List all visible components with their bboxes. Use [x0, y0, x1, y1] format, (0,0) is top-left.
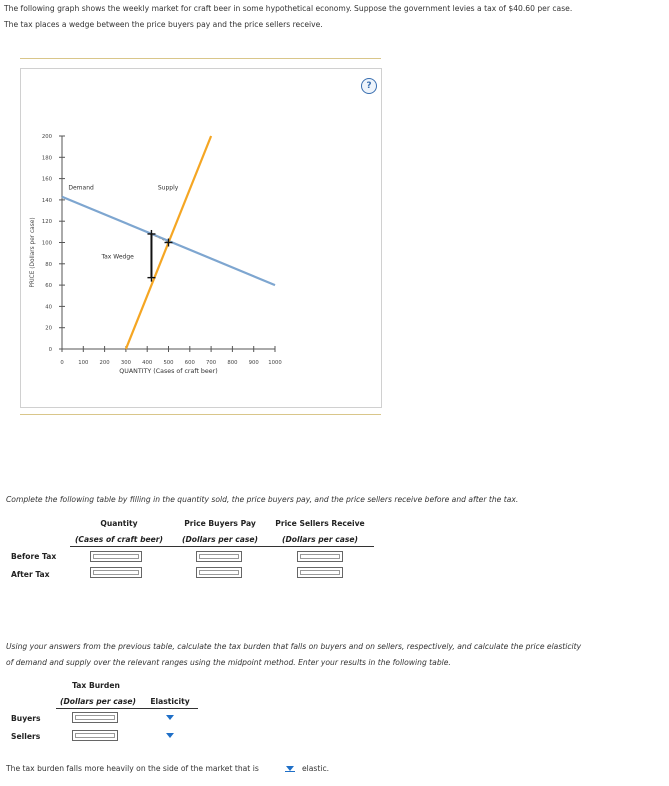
row-before-tax-label: Before Tax — [11, 552, 57, 561]
row-sellers-label: Sellers — [11, 732, 41, 741]
y-tick-label: 140 — [42, 198, 53, 204]
sellers-elasticity-dropdown[interactable] — [166, 733, 174, 738]
col-sellers-sub: (Dollars per case) — [282, 535, 358, 544]
before-tax-buyers-price-input[interactable] — [196, 551, 242, 562]
table2-instruction-1: Using your answers from the previous tab… — [6, 642, 582, 651]
demand-label: Demand — [68, 184, 94, 191]
x-axis-label: QUANTITY (Cases of craft beer) — [119, 368, 217, 375]
buyers-tax-burden-input[interactable] — [72, 712, 118, 723]
y-tick-label: 180 — [42, 155, 53, 161]
y-tick-label: 0 — [49, 347, 53, 353]
chevron-down-icon — [166, 715, 174, 720]
divider-top — [20, 58, 381, 59]
y-tick-label: 40 — [45, 304, 52, 310]
help-icon[interactable]: ? — [361, 78, 377, 94]
y-axis-label: PRICE (Dollars per case) — [30, 217, 36, 287]
elastic-side-dropdown[interactable] — [285, 766, 295, 772]
col-quantity-sub: (Cases of craft beer) — [74, 535, 164, 544]
before-tax-quantity-input[interactable] — [90, 551, 142, 562]
col-tax-burden-sub: (Dollars per case) — [60, 697, 136, 706]
table2-instruction-2: of demand and supply over the relevant r… — [6, 658, 451, 667]
y-tick-label: 160 — [42, 177, 53, 183]
x-tick-label: 1000 — [268, 360, 282, 366]
supply-label: Supply — [158, 184, 179, 191]
chevron-down-icon — [286, 766, 294, 771]
x-tick-label: 400 — [142, 360, 153, 366]
x-tick-label: 500 — [163, 360, 174, 366]
col-elasticity-title: Elasticity — [150, 697, 190, 706]
wedge-connector — [151, 233, 169, 243]
after-tax-sellers-price-input[interactable] — [297, 567, 343, 578]
table2-header-rule — [56, 708, 198, 709]
x-tick-label: 700 — [206, 360, 217, 366]
y-tick-label: 80 — [45, 262, 52, 268]
x-tick-label: 800 — [227, 360, 238, 366]
x-tick-label: 300 — [121, 360, 132, 366]
x-tick-label: 600 — [185, 360, 196, 366]
col-sellers-title: Price Sellers Receive — [275, 519, 365, 528]
y-tick-label: 100 — [42, 241, 53, 247]
x-tick-label: 100 — [78, 360, 89, 366]
y-tick-label: 120 — [42, 219, 53, 225]
buyers-elasticity-dropdown[interactable] — [166, 715, 174, 720]
x-tick-label: 200 — [100, 360, 111, 366]
intro-line-1: The following graph shows the weekly mar… — [4, 4, 573, 13]
before-tax-sellers-price-input[interactable] — [297, 551, 343, 562]
table1-instruction: Complete the following table by filling … — [6, 495, 519, 504]
y-tick-label: 200 — [42, 134, 53, 140]
buyer-price-marker[interactable] — [147, 229, 156, 238]
divider-bottom — [20, 414, 381, 415]
col-quantity-title: Quantity — [100, 519, 138, 528]
col-buyers-sub: (Dollars per case) — [182, 535, 258, 544]
tax-wedge-label: Tax Wedge — [100, 253, 134, 260]
final-sentence-suffix: elastic. — [302, 764, 330, 773]
final-sentence-prefix: The tax burden falls more heavily on the… — [6, 764, 259, 773]
chevron-down-icon — [166, 733, 174, 738]
x-tick-label: 900 — [249, 360, 260, 366]
after-tax-buyers-price-input[interactable] — [196, 567, 242, 578]
intro-line-2: The tax places a wedge between the price… — [4, 20, 323, 29]
y-tick-label: 20 — [45, 326, 52, 332]
graph-panel: ? 0 20 40 60 80 100 120 140 160 180 200 0 100 200 300 4… — [20, 68, 382, 408]
x-tick-label: 0 — [60, 360, 64, 366]
table1-header-rule — [70, 546, 374, 547]
col-tax-burden-title: Tax Burden — [72, 681, 120, 690]
supply-demand-chart: 0 20 40 60 80 100 120 140 160 180 200 0 100 200 300 400… — [30, 134, 282, 375]
row-after-tax-label: After Tax — [11, 570, 50, 579]
row-buyers-label: Buyers — [11, 714, 41, 723]
y-tick-label: 60 — [45, 283, 52, 289]
sellers-tax-burden-input[interactable] — [72, 730, 118, 741]
col-buyers-title: Price Buyers Pay — [184, 519, 256, 528]
equilibrium-marker[interactable] — [164, 238, 173, 247]
seller-price-marker[interactable] — [147, 273, 156, 282]
after-tax-quantity-input[interactable] — [90, 567, 142, 578]
